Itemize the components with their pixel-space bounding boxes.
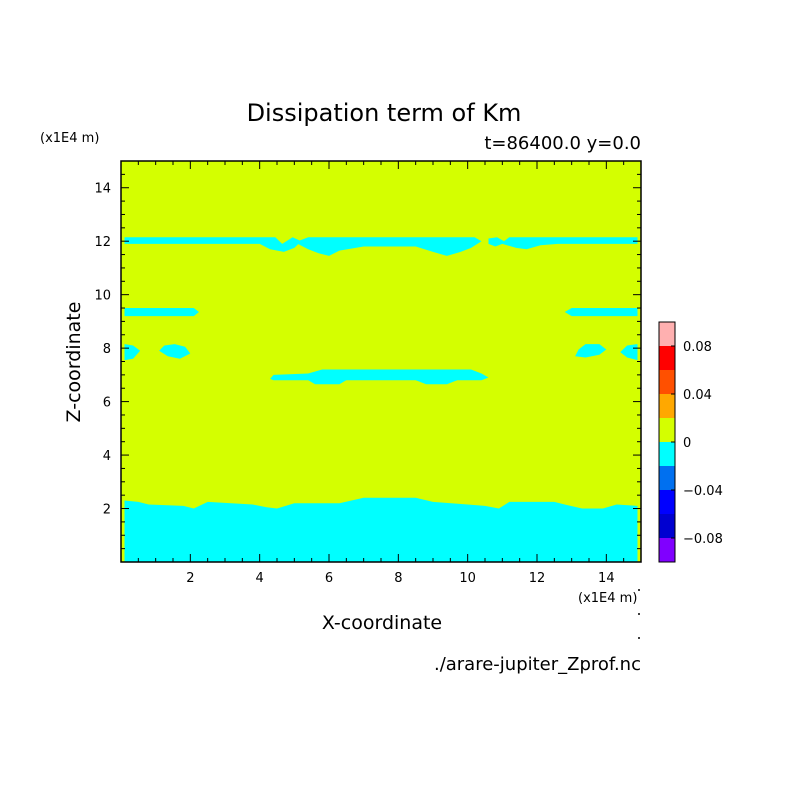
x-tick-label: 14 [598,571,615,586]
x-axis: 2 4 6 8 10 12 14 [137,161,625,586]
plot-background [121,161,641,562]
y-axis: 2 4 6 8 10 12 14 [94,173,641,550]
y-tick-label: 2 [103,503,111,518]
x-tick-label: 4 [256,571,264,586]
contour-region [124,497,638,562]
chart-title: Dissipation term of Km [247,99,522,127]
y-tick-label: 8 [103,342,111,357]
colorbar-tick-label: −0.08 [683,532,723,547]
x-tick-label: 6 [325,571,333,586]
x-tick-label: 12 [529,571,546,586]
colorbar-swatch [659,490,675,514]
colorbar-swatch [659,442,675,466]
x-tick-label: 10 [459,571,476,586]
colorbar-swatch [659,418,675,442]
x-tick-label: 8 [394,571,402,586]
colorbar-swatch [659,514,675,538]
contour-region [124,237,302,252]
x-tick-label: 2 [186,571,194,586]
colorbar-swatch [659,394,675,418]
colorbar-tick-label: 0 [683,436,691,451]
small-dot-mark [638,589,640,591]
colorbar-tick-label: 0.08 [683,340,712,355]
contour-region [564,308,638,317]
contour-region [488,237,638,250]
x-axis-label: X-coordinate [322,612,442,634]
colorbar-swatch [659,346,675,370]
contour-regions [124,237,638,562]
colorbar-tick-label: 0.04 [683,388,712,403]
x-unit-label: (x1E4 m) [578,591,637,606]
contour-region [124,308,199,317]
contour-region [159,344,191,359]
y-tick-label: 12 [94,235,111,250]
contour-region [575,344,607,358]
y-axis-label: Z-coordinate [63,302,85,423]
colorbar-swatch [659,466,675,490]
y-tick-label: 6 [103,396,111,411]
y-unit-label: (x1E4 m) [40,131,99,146]
colorbar-swatch [659,538,675,562]
plot-area [120,160,642,563]
colorbar: 0.08 0.04 0 −0.04 −0.08 [658,321,723,563]
y-tick-label: 10 [94,289,111,304]
colorbar-swatch [659,322,675,346]
source-file-label: ./arare-jupiter_Zprof.nc [434,654,641,675]
contour-region [297,237,482,256]
y-tick-label: 4 [103,449,111,464]
colorbar-tick-label: −0.04 [683,484,723,499]
colorbar-swatch [659,370,675,394]
small-dot-mark [638,613,640,615]
y-tick-label: 14 [94,182,111,197]
small-dot-mark [638,637,640,639]
contour-region [270,369,489,385]
chart-subtitle: t=86400.0 y=0.0 [484,133,641,154]
